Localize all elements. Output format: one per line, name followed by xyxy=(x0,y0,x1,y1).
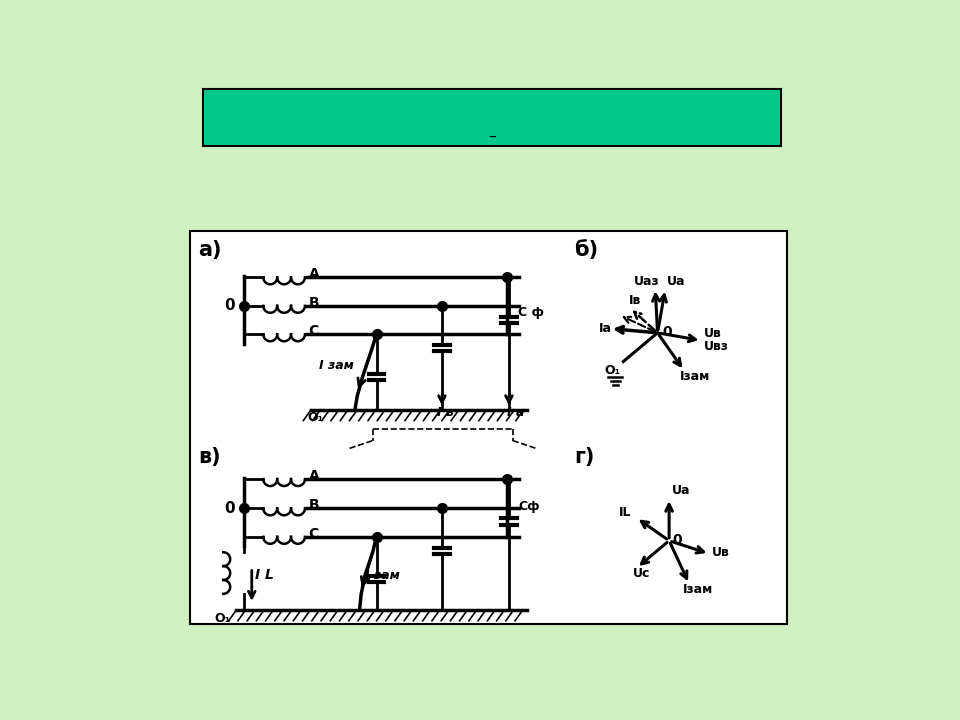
Text: IL: IL xyxy=(619,506,632,519)
FancyBboxPatch shape xyxy=(204,89,780,146)
Text: 0: 0 xyxy=(662,325,672,339)
Text: I в: I в xyxy=(438,406,454,419)
Text: Iа: Iа xyxy=(598,323,612,336)
Text: г): г) xyxy=(574,446,595,467)
Text: Iв: Iв xyxy=(629,294,640,307)
Text: C: C xyxy=(309,527,319,541)
Text: 0: 0 xyxy=(225,298,235,313)
Text: О₁: О₁ xyxy=(215,611,231,624)
Text: C ф: C ф xyxy=(518,306,544,319)
Text: Uа: Uа xyxy=(671,485,690,498)
FancyBboxPatch shape xyxy=(190,231,787,624)
Text: Iзам: Iзам xyxy=(681,370,710,383)
Text: О₁: О₁ xyxy=(307,411,324,424)
Text: О₁: О₁ xyxy=(605,364,620,377)
Text: A: A xyxy=(309,469,320,483)
Text: Uв: Uв xyxy=(704,328,722,341)
Text: I а: I а xyxy=(507,406,524,419)
Text: C: C xyxy=(309,324,319,338)
Text: а): а) xyxy=(198,240,222,261)
Text: B: B xyxy=(309,296,320,310)
Text: 0: 0 xyxy=(225,501,235,516)
Text: I зам: I зам xyxy=(319,359,353,372)
Text: I зам: I зам xyxy=(365,570,399,582)
Text: б): б) xyxy=(574,240,598,261)
Text: B: B xyxy=(309,498,320,512)
Text: Uв: Uв xyxy=(711,546,730,559)
Text: I L: I L xyxy=(254,568,274,582)
Text: в): в) xyxy=(198,446,221,467)
Text: Iзам: Iзам xyxy=(684,583,713,596)
Text: Uаз: Uаз xyxy=(634,275,660,288)
Text: 0: 0 xyxy=(672,533,682,546)
Text: –: – xyxy=(489,129,495,144)
Text: Uc: Uc xyxy=(633,567,650,580)
Text: Cф: Cф xyxy=(518,500,540,513)
Text: Uа: Uа xyxy=(667,275,685,288)
Text: A: A xyxy=(309,267,320,282)
Text: Uвз: Uвз xyxy=(704,340,729,353)
